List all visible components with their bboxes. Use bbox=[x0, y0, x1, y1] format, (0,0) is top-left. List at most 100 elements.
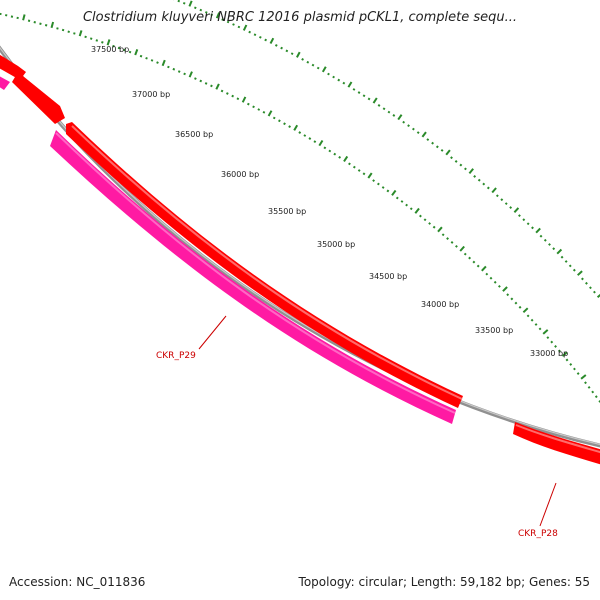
inner-tick bbox=[591, 390, 595, 394]
inner-tick bbox=[194, 77, 197, 80]
outer-tick bbox=[232, 23, 235, 26]
inner-tick bbox=[348, 162, 351, 166]
outer-tick bbox=[500, 198, 504, 202]
inner-tick bbox=[343, 155, 349, 162]
outer-tick bbox=[568, 264, 572, 268]
outer-tick bbox=[522, 218, 526, 222]
outer-tick bbox=[210, 13, 214, 17]
outer-tick bbox=[407, 124, 410, 128]
inner-tick bbox=[554, 345, 557, 348]
outer-tick bbox=[459, 163, 463, 167]
inner-tick bbox=[506, 293, 510, 297]
inner-tick bbox=[117, 46, 121, 50]
outer-tick bbox=[552, 247, 556, 251]
outer-tick bbox=[290, 52, 294, 55]
inner-tick bbox=[530, 318, 534, 322]
inner-tick bbox=[463, 252, 467, 256]
inner-tick bbox=[376, 182, 380, 186]
gene-label-ckr-p28[interactable]: CKR_P28 bbox=[518, 529, 558, 539]
inner-tick bbox=[247, 102, 250, 106]
inner-tick bbox=[493, 280, 497, 284]
inner-tick bbox=[362, 172, 366, 176]
inner-tick bbox=[39, 22, 42, 25]
outer-tick bbox=[518, 214, 521, 218]
outer-tick bbox=[372, 97, 378, 104]
inner-tick bbox=[502, 286, 508, 292]
inner-tick bbox=[432, 225, 436, 229]
inner-tick bbox=[419, 214, 422, 218]
inner-tick bbox=[481, 265, 487, 272]
scale-label-37500: 37500 bp bbox=[91, 45, 129, 54]
inner-tick bbox=[134, 49, 139, 56]
inner-tick bbox=[145, 57, 148, 60]
inner-tick bbox=[409, 207, 413, 211]
inner-tick bbox=[188, 71, 193, 78]
inner-tick bbox=[485, 272, 489, 276]
inner-tick bbox=[514, 301, 518, 305]
map-title: Clostridium kluyveri NBRC 12016 plasmid … bbox=[82, 10, 517, 25]
outer-tick bbox=[486, 186, 490, 190]
inner-tick bbox=[546, 336, 550, 340]
outer-tick bbox=[177, 0, 181, 3]
outer-tick bbox=[199, 8, 203, 12]
gene-features bbox=[0, 54, 600, 465]
inner-tick bbox=[262, 110, 266, 114]
outer-tick bbox=[593, 290, 596, 294]
outer-tick bbox=[416, 131, 420, 134]
outer-tick bbox=[392, 114, 396, 117]
outer-tick bbox=[248, 30, 251, 34]
outer-tick bbox=[362, 94, 366, 98]
outer-tick bbox=[495, 194, 499, 198]
gene-forward-3[interactable] bbox=[66, 122, 463, 408]
inner-tick bbox=[313, 140, 317, 144]
inner-tick bbox=[550, 340, 554, 344]
inner-tick bbox=[395, 196, 399, 200]
inner-tick bbox=[220, 89, 224, 93]
inner-tick bbox=[441, 233, 445, 237]
gene-label-group: CKR_P29 CKR_P28 bbox=[156, 315, 558, 539]
inner-tick bbox=[510, 297, 514, 301]
inner-tick bbox=[167, 65, 170, 69]
inner-tick bbox=[183, 72, 186, 76]
outer-tick bbox=[468, 168, 474, 175]
outer-tick bbox=[564, 260, 568, 263]
outer-tick bbox=[477, 178, 481, 182]
inner-tick bbox=[534, 323, 538, 326]
outer-tick bbox=[204, 11, 208, 14]
outer-tick bbox=[347, 81, 353, 88]
inner-tick bbox=[584, 381, 587, 385]
inner-tick bbox=[67, 30, 70, 34]
inner-tick bbox=[56, 27, 59, 30]
outer-tick bbox=[421, 131, 427, 138]
outer-tick bbox=[280, 46, 283, 50]
inner-tick bbox=[84, 35, 87, 39]
inner-tick bbox=[95, 39, 99, 42]
outer-tick bbox=[589, 286, 592, 290]
outer-tick bbox=[306, 60, 310, 64]
scale-label-35000: 35000 bp bbox=[317, 240, 355, 249]
inner-tick bbox=[272, 116, 276, 120]
outer-tick bbox=[440, 149, 444, 152]
gene-reverse-1[interactable] bbox=[0, 72, 10, 90]
outer-tick bbox=[513, 207, 520, 213]
inner-tick bbox=[241, 96, 247, 103]
scale-label-37000: 37000 bp bbox=[132, 90, 170, 99]
outer-tick bbox=[450, 156, 453, 160]
inner-tick bbox=[252, 105, 255, 109]
inner-ticks bbox=[0, 12, 600, 403]
inner-tick bbox=[518, 305, 522, 309]
outer-tick bbox=[581, 277, 584, 281]
inner-tick bbox=[199, 79, 203, 83]
gene-forward-2[interactable] bbox=[12, 72, 65, 124]
scale-label-34500: 34500 bp bbox=[369, 272, 407, 281]
inner-tick bbox=[150, 59, 154, 62]
outer-tick bbox=[226, 20, 230, 24]
outer-tick bbox=[382, 107, 386, 111]
outer-tick bbox=[482, 182, 486, 186]
inner-tick bbox=[386, 189, 390, 193]
inner-tick bbox=[278, 119, 281, 123]
outer-tick bbox=[316, 66, 320, 70]
gene-label-ckr-p29[interactable]: CKR_P29 bbox=[156, 351, 196, 361]
backbone-arc bbox=[0, 45, 600, 448]
